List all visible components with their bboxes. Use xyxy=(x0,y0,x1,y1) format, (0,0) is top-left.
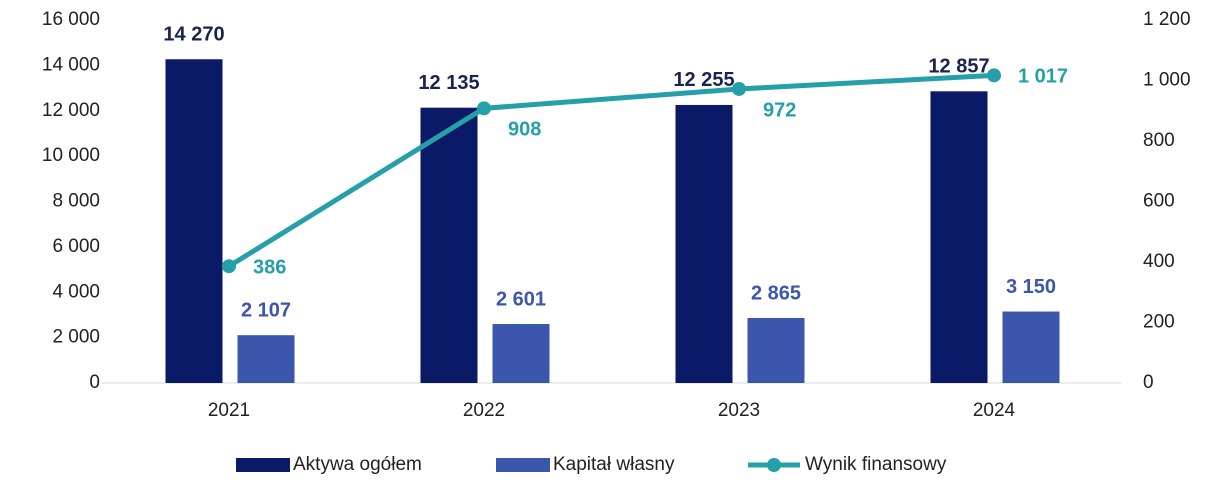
value-label: 2 865 xyxy=(751,282,801,304)
value-label: 14 270 xyxy=(163,24,224,46)
y2-tick-label: 400 xyxy=(1143,251,1175,272)
y2-tick-label: 1 000 xyxy=(1143,70,1191,91)
y2-tick-label: 0 xyxy=(1143,372,1154,393)
legend-label: Kapitał własny xyxy=(553,454,675,475)
y-tick-label: 10 000 xyxy=(42,145,100,166)
bar xyxy=(165,59,223,383)
y2-tick-label: 800 xyxy=(1143,130,1175,151)
y-tick-label: 16 000 xyxy=(42,9,100,30)
x-tick-label: 2022 xyxy=(463,400,505,421)
legend-label: Wynik finansowy xyxy=(805,454,947,475)
value-label: 908 xyxy=(508,119,541,141)
line-point xyxy=(732,81,746,96)
value-label: 386 xyxy=(253,257,286,279)
y2-tick-label: 1 200 xyxy=(1143,9,1191,30)
y-tick-label: 0 xyxy=(89,372,100,393)
x-tick-label: 2021 xyxy=(208,400,250,421)
bar xyxy=(1002,311,1060,383)
legend-swatch xyxy=(767,458,781,472)
y-tick-label: 8 000 xyxy=(52,191,100,212)
line-point xyxy=(477,101,491,116)
y-tick-label: 12 000 xyxy=(42,100,100,121)
value-label: 2 107 xyxy=(241,299,291,321)
line xyxy=(227,72,995,269)
value-label: 12 135 xyxy=(418,72,479,94)
y-tick-label: 2 000 xyxy=(52,327,100,348)
line-point xyxy=(222,259,236,274)
y-tick-label: 4 000 xyxy=(52,281,100,302)
bar xyxy=(930,91,988,383)
legend-swatch xyxy=(496,458,550,472)
bar xyxy=(675,104,733,383)
bar xyxy=(747,318,805,383)
bar xyxy=(492,323,550,383)
x-tick-label: 2024 xyxy=(973,400,1016,421)
legend-swatch xyxy=(236,458,290,472)
value-label: 972 xyxy=(763,99,796,121)
y2-tick-label: 200 xyxy=(1143,312,1175,333)
value-label: 3 150 xyxy=(1006,276,1056,298)
x-tick-label: 2023 xyxy=(718,400,760,421)
bar xyxy=(237,335,295,383)
bar xyxy=(420,107,478,383)
y-tick-label: 14 000 xyxy=(42,54,100,75)
value-label: 2 601 xyxy=(496,288,546,310)
y-tick-label: 6 000 xyxy=(52,236,100,257)
line-point xyxy=(987,68,1001,83)
value-label: 1 017 xyxy=(1018,66,1068,88)
value-label: 12 255 xyxy=(673,69,734,91)
legend-label: Aktywa ogółem xyxy=(293,454,422,475)
y2-tick-label: 600 xyxy=(1143,191,1175,212)
value-label: 12 857 xyxy=(928,56,989,78)
